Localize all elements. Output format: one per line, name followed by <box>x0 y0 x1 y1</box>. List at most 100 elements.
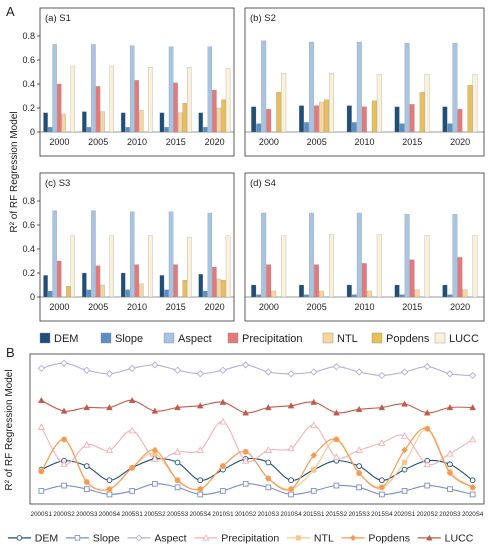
bar-precipitation-2005 <box>95 86 101 133</box>
x-tick-label: 2015S1 <box>303 511 325 518</box>
bar-aspect-2005 <box>91 44 96 133</box>
bar-dem-2005 <box>299 284 304 298</box>
x-tick-label: 2005 <box>307 302 327 312</box>
bar-precipitation-2010 <box>134 80 139 133</box>
legend-swatch-dem <box>39 332 51 344</box>
point-popdens-2005S1 <box>128 464 136 472</box>
point-precipitation-2000S4 <box>105 446 114 453</box>
bar-slope-2000 <box>256 294 262 298</box>
bar-lucc-2010 <box>148 67 153 133</box>
bar-dem-2005 <box>82 111 87 133</box>
point-slope-2020S1 <box>401 488 408 494</box>
bar-aspect-2010 <box>356 41 362 133</box>
series-line-lucc <box>41 399 473 414</box>
bar-precipitation-2020 <box>457 109 463 133</box>
bar-aspect-2000 <box>52 44 57 133</box>
bar-popdens-2000 <box>276 92 282 133</box>
bar-slope-2010 <box>351 122 357 133</box>
legend-entry-dem: DEM <box>7 533 58 545</box>
bar-lucc-2020 <box>472 74 478 133</box>
bar-slope-2005 <box>304 122 309 133</box>
legend-label-dem: DEM <box>35 533 58 545</box>
point-slope-2020S3 <box>447 486 453 492</box>
bar-precipitation-2015 <box>173 82 178 133</box>
point-aspect-2020S3 <box>446 370 454 378</box>
bar-ntl-2020 <box>216 278 222 298</box>
bar-aspect-2000 <box>52 210 57 298</box>
point-slope-2005S3 <box>174 484 181 491</box>
bar-aspect-2020 <box>207 46 213 133</box>
x-tick-label: 2000 <box>259 137 279 147</box>
bar-slope-2020 <box>447 123 453 133</box>
legend-label-dem: DEM <box>54 333 78 345</box>
point-popdens-2020S4 <box>469 483 477 491</box>
bar-panel-b: (b) S2 2000 2005 2010 2015 2020 <box>244 7 485 157</box>
point-precipitation-2020S2 <box>423 460 431 468</box>
x-tick-label: 2005S1 <box>121 511 143 518</box>
point-aspect-2015S2 <box>332 363 341 371</box>
bar-lucc-2005 <box>109 235 114 298</box>
point-precipitation-2000S1 <box>37 423 46 430</box>
x-tick-label: 2010 <box>354 302 374 312</box>
x-tick-label: 2005 <box>88 137 108 147</box>
legend-label-popdens: Popdens <box>386 333 430 345</box>
x-tick-label: 2005 <box>307 137 327 147</box>
legend-entry-lucc: LUCC <box>417 533 474 545</box>
y-tick-label: 0.8 <box>22 196 35 206</box>
bar-dem-2010 <box>346 284 352 298</box>
bar-ntl-2005 <box>319 101 324 133</box>
point-slope-2005S1 <box>129 488 136 494</box>
point-precipitation-2005S1 <box>128 426 136 434</box>
point-precipitation-2005S2 <box>151 455 159 462</box>
bar-precipitation-2015 <box>409 259 415 298</box>
panel-label-a: A <box>6 4 15 19</box>
y-tick-label: 0.6 <box>22 220 35 230</box>
bar-popdens-2015 <box>182 103 187 133</box>
point-popdens-2005S4 <box>196 485 204 493</box>
bar-lucc-2010 <box>376 234 382 298</box>
point-slope-2010S3 <box>265 484 272 491</box>
point-precipitation-2020S3 <box>446 449 454 457</box>
x-tick-label: 2010 <box>354 137 374 147</box>
x-tick-label: 2005S2 <box>144 511 166 518</box>
bar-aspect-2005 <box>309 212 314 298</box>
bar-precipitation-2020 <box>212 266 217 298</box>
bar-lucc-2005 <box>329 73 334 133</box>
panel-title: (a) S1 <box>45 13 71 24</box>
x-tick-label: 2020 <box>205 137 225 147</box>
legend-marker <box>202 534 210 541</box>
point-aspect-2005S3 <box>173 366 182 374</box>
point-slope-2015S4 <box>379 491 385 498</box>
x-tick-label: 2015S2 <box>326 511 348 518</box>
bar-popdens-2020 <box>467 85 473 133</box>
line-series-slope <box>38 480 476 498</box>
bar-slope-2005 <box>304 294 309 298</box>
bar-lucc-2015 <box>187 236 192 298</box>
bar-slope-2010 <box>351 294 357 298</box>
point-lucc-2020S4 <box>469 404 476 411</box>
x-tick-label: 2015S4 <box>371 511 393 518</box>
bar-dem-2000 <box>43 112 48 133</box>
legend-entry-ntl: NTL <box>287 533 334 545</box>
x-tick-label: 2005S3 <box>167 511 189 518</box>
legend-swatch-precipitation <box>227 332 239 344</box>
bar-dem-2010 <box>346 105 352 133</box>
bar-lucc-2005 <box>109 65 114 133</box>
bar-ntl-2005 <box>100 111 105 133</box>
legend-label-ntl: NTL <box>314 533 334 545</box>
y-axis-title-a: R² of RF Regression Model <box>9 111 20 232</box>
x-tick-label: 2000S1 <box>31 511 53 518</box>
point-precipitation-2015S3 <box>355 446 363 453</box>
panel-label-b: B <box>6 345 15 360</box>
point-precipitation-2005S4 <box>196 446 204 453</box>
line-series-dem <box>38 456 476 484</box>
bar-slope-2000 <box>256 123 262 133</box>
y-axis-title-b: R² of RF Regression Model <box>4 369 15 490</box>
point-precipitation-2020S4 <box>468 435 477 443</box>
bar-aspect-2015 <box>168 46 174 133</box>
point-lucc-2010S1 <box>219 398 227 405</box>
legend-marker <box>349 534 357 542</box>
legend-swatch-slope <box>100 332 112 344</box>
